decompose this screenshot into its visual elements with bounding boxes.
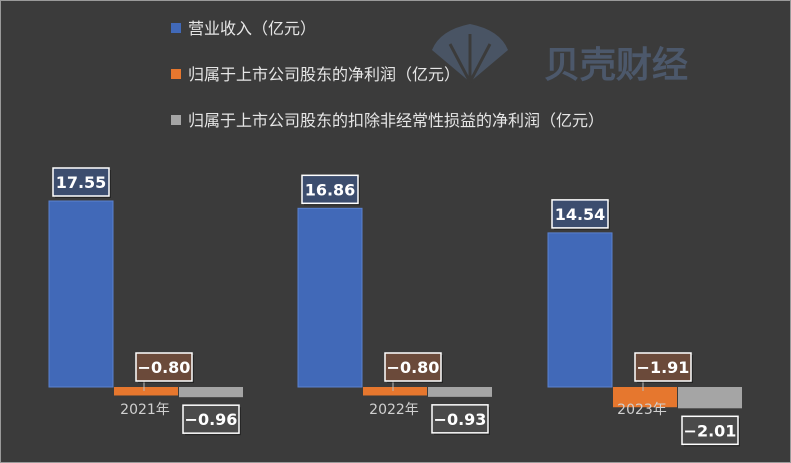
data-label-revenue-1: 17.55 (52, 167, 111, 198)
data-label-deducted-profit-1-text: −0.96 (185, 410, 238, 429)
bar-2023年-s1 (547, 232, 613, 388)
data-label-revenue-3: 14.54 (551, 199, 610, 230)
watermark: 贝壳财经 (432, 24, 688, 86)
data-label-net-profit-3-text: −1.91 (637, 358, 690, 377)
bar-2022年-s2 (363, 387, 427, 396)
data-label-deducted-profit-1: −0.96 (182, 404, 241, 436)
data-label-net-profit-3: −1.91 (634, 352, 693, 383)
bar-2021年-s3 (179, 387, 243, 398)
data-label-deducted-profit-3-text: −2.01 (684, 421, 737, 440)
data-label-deducted-profit-3: −2.01 (681, 415, 740, 447)
plot-area: 2021年 2022年 2023年 17.55 −0.80 −0.96 16.86 −0.80… (48, 167, 742, 447)
bar-2023年-s3 (678, 387, 742, 409)
data-label-deducted-profit-2-text: −0.93 (434, 410, 487, 429)
bar-2021年-s2 (114, 387, 178, 396)
data-label-revenue-1-text: 17.55 (56, 173, 107, 192)
legend-swatch-1 (171, 23, 181, 33)
shell-logo-icon (432, 24, 508, 83)
data-label-deducted-profit-2: −0.93 (431, 404, 490, 435)
category-label-1: 2021年 (120, 402, 170, 418)
category-label-3: 2023年 (617, 402, 667, 418)
data-label-revenue-2: 16.86 (301, 174, 360, 206)
data-label-revenue-3-text: 14.54 (555, 205, 606, 224)
legend-label-2: 归属于上市公司股东的净利润（亿元） (188, 65, 460, 84)
legend-swatch-2 (171, 69, 181, 79)
legend-label-3: 归属于上市公司股东的扣除非经常性损益的净利润（亿元） (188, 111, 604, 130)
bar-2021年-s1 (48, 200, 114, 388)
category-label-2: 2022年 (369, 402, 419, 418)
data-label-revenue-2-text: 16.86 (305, 180, 356, 199)
data-label-net-profit-1-text: −0.80 (138, 358, 191, 377)
bar-2023年-s2 (613, 387, 677, 408)
legend: 营业收入（亿元） 归属于上市公司股东的净利润（亿元） 归属于上市公司股东的扣除非经常… (171, 19, 604, 130)
data-label-net-profit-1: −0.80 (135, 352, 194, 383)
legend-swatch-3 (171, 115, 181, 125)
data-label-net-profit-2-text: −0.80 (387, 358, 440, 377)
watermark-text: 贝壳财经 (544, 45, 688, 86)
data-label-net-profit-2: −0.80 (384, 352, 443, 383)
bar-2022年-s3 (428, 387, 492, 397)
bar-2022年-s1 (297, 207, 363, 388)
legend-label-1: 营业收入（亿元） (188, 19, 316, 38)
